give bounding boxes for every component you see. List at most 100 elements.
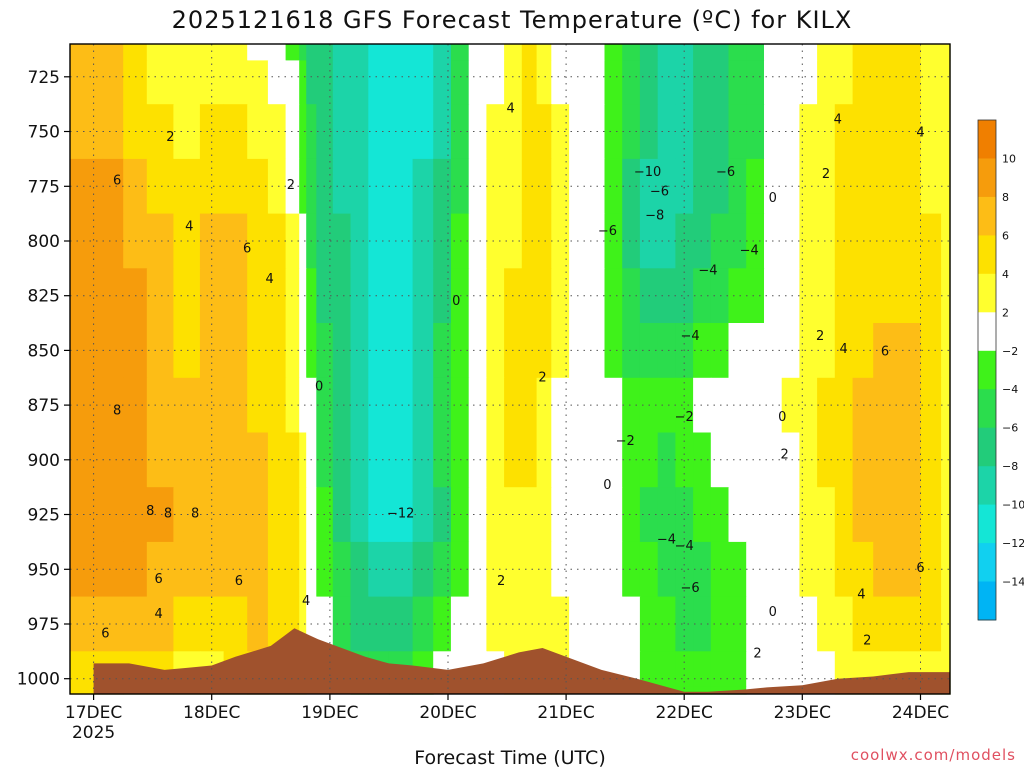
temperature-cell bbox=[223, 432, 248, 488]
temperature-cell bbox=[604, 541, 623, 598]
temperature-cell bbox=[412, 432, 434, 488]
temperature-cell bbox=[350, 323, 369, 379]
temperature-cell bbox=[70, 60, 104, 105]
temperature-cell bbox=[285, 104, 300, 160]
temperature-cell bbox=[70, 432, 104, 488]
temperature-cell bbox=[350, 104, 369, 160]
temperature-cell bbox=[817, 651, 836, 687]
contour-label: −6 bbox=[598, 224, 617, 239]
contour-label: 2 bbox=[780, 447, 788, 462]
colorbar-swatch bbox=[978, 466, 996, 506]
temperature-cell bbox=[521, 487, 538, 543]
temperature-cell bbox=[433, 541, 452, 598]
temperature-cell bbox=[70, 686, 104, 695]
temperature-cell bbox=[710, 541, 730, 598]
temperature-cell bbox=[223, 60, 248, 105]
contour-label: 0 bbox=[769, 605, 777, 620]
contour-label: 0 bbox=[315, 379, 323, 394]
x-axis-title: Forecast Time (UTC) bbox=[414, 747, 605, 768]
y-tick-label: 850 bbox=[28, 341, 60, 361]
temperature-cell bbox=[350, 60, 369, 105]
temperature-cell bbox=[622, 60, 641, 105]
temperature-cell bbox=[433, 323, 452, 379]
temperature-cell bbox=[622, 377, 641, 434]
temperature-cell bbox=[285, 432, 300, 488]
temperature-cell bbox=[781, 268, 800, 324]
temperature-cell bbox=[433, 268, 452, 324]
temperature-cell bbox=[799, 487, 818, 543]
temperature-cell bbox=[299, 432, 307, 488]
temperature-cell bbox=[604, 268, 623, 324]
temperature-cell bbox=[433, 158, 452, 215]
temperature-cell bbox=[728, 44, 747, 61]
temperature-cell bbox=[817, 541, 836, 598]
temperature-cell bbox=[146, 487, 174, 543]
temperature-cell bbox=[102, 487, 124, 543]
temperature-cell bbox=[536, 213, 552, 269]
temperature-cell bbox=[247, 487, 269, 543]
temperature-cell bbox=[486, 323, 505, 379]
temperature-cell bbox=[450, 44, 470, 61]
contour-label: 6 bbox=[154, 572, 162, 587]
temperature-cell bbox=[817, 60, 836, 105]
temperature-cell bbox=[299, 268, 307, 324]
contour-label: 2 bbox=[287, 178, 295, 193]
temperature-cell bbox=[799, 377, 818, 434]
temperature-cell bbox=[799, 323, 818, 379]
temperature-cell bbox=[675, 377, 694, 434]
temperature-cell bbox=[622, 44, 641, 61]
temperature-cell bbox=[657, 651, 676, 687]
temperature-cell bbox=[299, 323, 307, 379]
temperature-cell bbox=[468, 158, 487, 215]
temperature-cell bbox=[247, 213, 269, 269]
temperature-cell bbox=[551, 60, 570, 105]
colorbar: 10 8 6 4 2 −2 −4 −6 −8 −10 −12 −14 bbox=[977, 119, 1024, 621]
temperature-cell bbox=[388, 60, 414, 105]
temperature-cell bbox=[746, 432, 765, 488]
temperature-cell bbox=[622, 596, 641, 652]
temperature-cell bbox=[536, 44, 552, 61]
temperature-cell bbox=[781, 651, 800, 687]
temperature-cell bbox=[102, 541, 124, 598]
temperature-cell bbox=[267, 432, 287, 488]
temperature-cell bbox=[223, 487, 248, 543]
temperature-cell bbox=[173, 60, 201, 105]
temperature-cell bbox=[586, 213, 606, 269]
temperature-cell bbox=[586, 541, 606, 598]
x-tick-label: 19DEC bbox=[301, 703, 358, 723]
temperature-cell bbox=[920, 596, 942, 652]
temperature-cell bbox=[433, 104, 452, 160]
temperature-cell bbox=[746, 158, 765, 215]
temperature-cell bbox=[468, 377, 487, 434]
temperature-cell bbox=[675, 487, 694, 543]
temperature-cell bbox=[536, 268, 552, 324]
contour-label: 8 bbox=[146, 504, 154, 519]
temperature-cell bbox=[368, 323, 390, 379]
contour-label: 4 bbox=[265, 272, 273, 287]
temperature-cell bbox=[604, 377, 623, 434]
temperature-cell bbox=[781, 596, 800, 652]
temperature-cell bbox=[728, 377, 747, 434]
y-tick-label: 1000 bbox=[17, 670, 60, 690]
temperature-cell bbox=[368, 104, 390, 160]
temperature-cell bbox=[817, 487, 836, 543]
temperature-cell bbox=[368, 213, 390, 269]
temperature-cell bbox=[604, 104, 623, 160]
temperature-cell bbox=[536, 596, 552, 652]
temperature-cell bbox=[675, 213, 694, 269]
temperature-cell bbox=[799, 651, 818, 687]
temperature-cell bbox=[657, 377, 676, 434]
temperature-cell bbox=[799, 268, 818, 324]
temperature-cell bbox=[521, 158, 538, 215]
temperature-cell bbox=[710, 44, 730, 61]
temperature-cell bbox=[332, 541, 352, 598]
temperature-cell bbox=[146, 323, 174, 379]
colorbar-swatch bbox=[978, 273, 996, 313]
temperature-cell bbox=[146, 213, 174, 269]
temperature-cell bbox=[551, 596, 570, 652]
y-tick-label: 825 bbox=[28, 287, 60, 307]
temperature-cell bbox=[551, 541, 570, 598]
temperature-cell bbox=[675, 60, 694, 105]
temperature-cell bbox=[223, 541, 248, 598]
temperature-cell bbox=[536, 323, 552, 379]
